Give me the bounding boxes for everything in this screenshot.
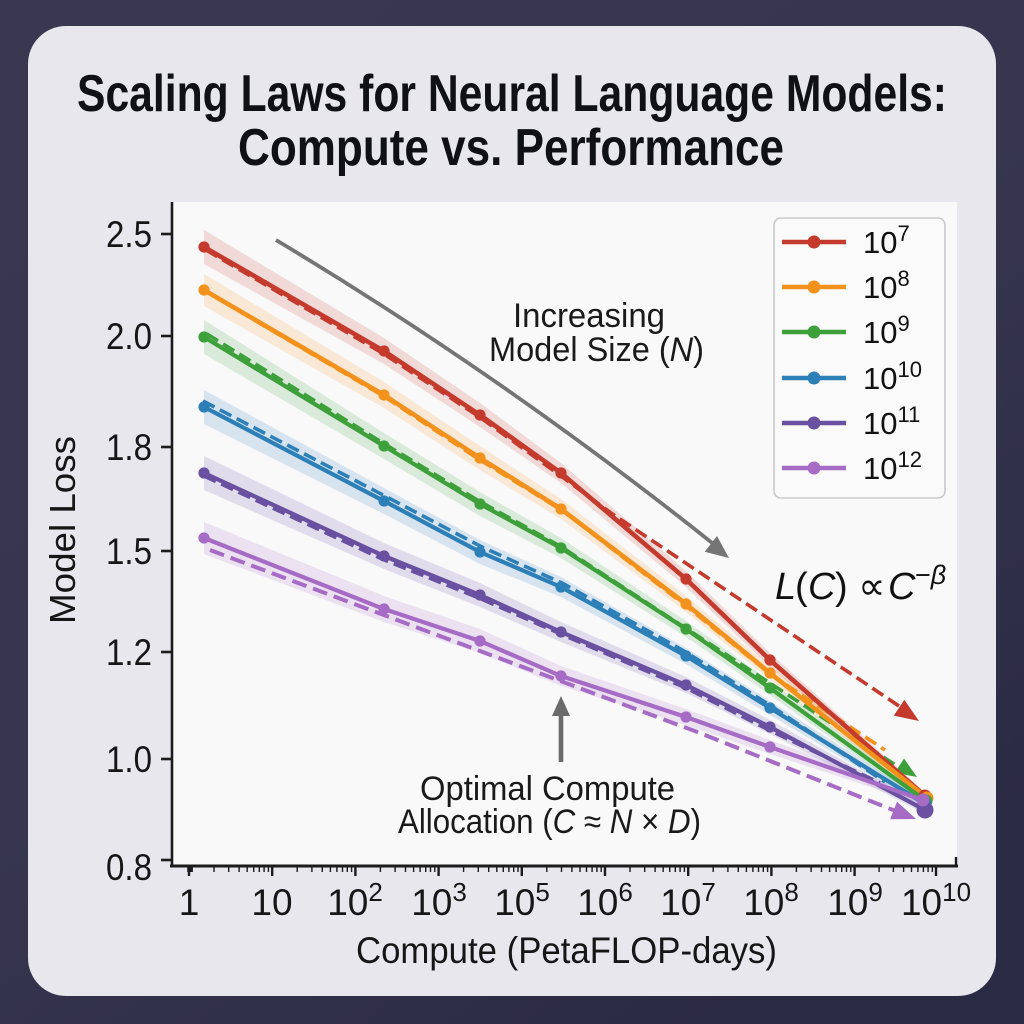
svg-text:107: 107 [660, 877, 716, 923]
svg-text:1.2: 1.2 [106, 632, 152, 673]
svg-text:1.5: 1.5 [106, 531, 152, 572]
svg-text:Compute (PetaFLOP-days): Compute (PetaFLOP-days) [356, 930, 777, 971]
svg-text:2.5: 2.5 [106, 214, 152, 255]
svg-text:L: L [775, 566, 796, 608]
svg-text:1.8: 1.8 [106, 427, 152, 468]
svg-text:2.0: 2.0 [106, 316, 152, 357]
svg-text:(: ( [795, 566, 808, 608]
svg-text:Model Loss: Model Loss [42, 436, 83, 624]
svg-text:Increasing: Increasing [513, 297, 665, 335]
svg-text:) ∝: ) ∝ [835, 566, 885, 608]
svg-text:Model Size (N): Model Size (N) [489, 331, 704, 369]
svg-text:Scaling Laws for Neural Langua: Scaling Laws for Neural Language Models: [77, 65, 947, 123]
svg-text:C: C [808, 566, 836, 608]
svg-text:10: 10 [251, 882, 292, 923]
svg-text:1010: 1010 [863, 357, 922, 396]
svg-text:1: 1 [179, 882, 200, 923]
svg-text:Allocation (C ≈ N × D): Allocation (C ≈ N × D) [398, 803, 701, 841]
svg-text:−β: −β [915, 560, 946, 590]
svg-text:C: C [888, 566, 916, 608]
svg-text:Optimal Compute: Optimal Compute [420, 770, 675, 808]
svg-text:1.0: 1.0 [106, 739, 152, 780]
svg-text:Compute vs. Performance: Compute vs. Performance [238, 119, 784, 177]
svg-text:0.8: 0.8 [106, 847, 152, 888]
